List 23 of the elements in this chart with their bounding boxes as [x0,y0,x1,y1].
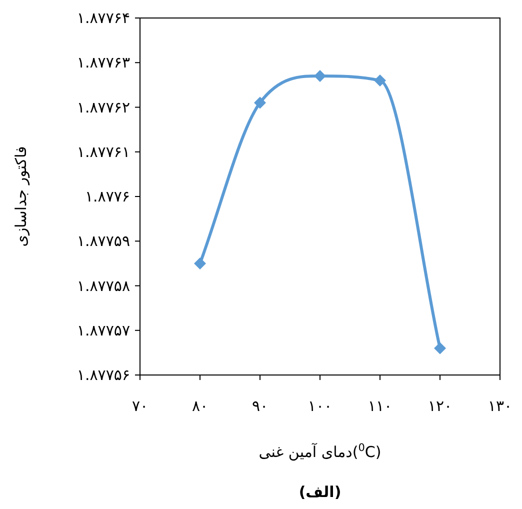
point [374,74,386,86]
point [314,70,326,82]
y-tick-label: ۱.۸۷۷۵۷ [76,321,130,340]
point [254,96,266,109]
y-tick-label: ۱.۸۷۷۶۱ [76,142,130,161]
y-tick-label: ۱.۸۷۷۵۹ [76,232,130,250]
x-tick-label: ۸۰ [192,397,208,415]
y-tick-label: ۱.۸۷۷۶۴ [76,9,130,27]
x-tick-label: ۱۰۰ [308,397,332,415]
y-tick-label: ۱.۸۷۷۵۸ [76,276,130,295]
y-axis-title: فاکتور جداسازی [12,146,30,247]
y-tick-label: ۱.۸۷۷۶ [84,188,130,206]
y-tick-label: ۱.۸۷۷۵۶ [76,366,130,384]
x-tick-label: ۷۰ [132,397,148,415]
text: (الف) [298,483,342,501]
y-tick-label: ۱.۸۷۷۶۳ [76,54,130,72]
x-tick-label: ۱۲۰ [428,397,452,415]
y-tick-label: ۱.۸۷۷۶۲ [76,98,130,116]
x-tick-label: ۱۳۰ [488,397,512,415]
x-tick-label: ۱۱۰ [368,397,392,415]
point [194,257,206,270]
point [434,342,446,354]
x-tick-label: ۹۰ [252,397,268,415]
